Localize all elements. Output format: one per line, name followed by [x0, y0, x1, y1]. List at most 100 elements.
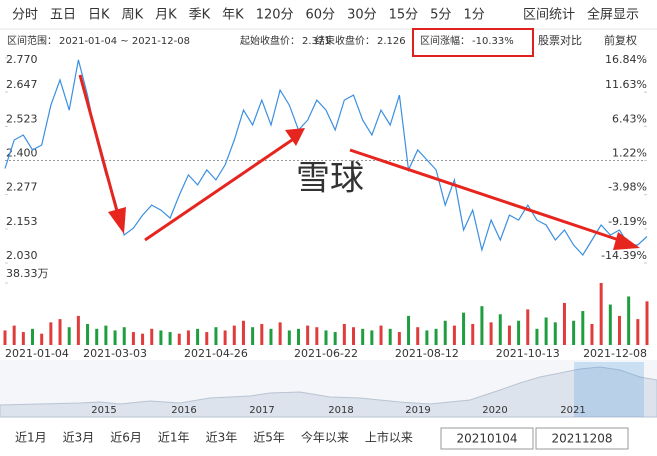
volume-bar: [361, 328, 365, 345]
x-tick-label: 2021-03-03: [83, 347, 147, 360]
volume-bar: [95, 328, 99, 345]
volume-bar: [627, 296, 631, 345]
volume-bar: [590, 323, 594, 345]
volume-bar: [370, 330, 374, 345]
navigator-window[interactable]: [574, 362, 644, 417]
y2-tick-label: 11.63%: [605, 78, 647, 91]
volume-bar: [12, 325, 16, 345]
volume-bar: [342, 323, 346, 345]
info-value: 2021-01-04 ~ 2021-12-08: [59, 36, 190, 47]
period-tab[interactable]: 日K: [88, 8, 110, 23]
volume-bar: [562, 302, 566, 345]
arrow-head: [613, 232, 640, 250]
range-button[interactable]: 今年以来: [301, 430, 349, 445]
volume-bar: [214, 327, 218, 345]
x-tick-label: 2021-06-22: [294, 347, 358, 360]
volume-bar: [278, 322, 282, 345]
info-value: 2.126: [377, 36, 406, 47]
year-label: 2018: [328, 405, 353, 416]
range-button[interactable]: 近1年: [158, 431, 190, 445]
period-tab[interactable]: 15分: [389, 8, 419, 23]
volume-bar: [150, 328, 154, 345]
volume-bar: [296, 328, 300, 345]
date-input[interactable]: [440, 427, 534, 450]
range-button[interactable]: 近1月: [15, 431, 47, 445]
info-action[interactable]: 前复权: [604, 33, 637, 47]
volume-bar: [287, 330, 291, 345]
volume-bar: [40, 333, 44, 345]
range-button[interactable]: 近3年: [206, 431, 238, 445]
period-tab[interactable]: 30分: [347, 8, 377, 23]
range-button[interactable]: 上市以来: [365, 430, 413, 445]
volume-bar: [3, 330, 7, 345]
year-label: 2017: [249, 405, 274, 416]
y-tick-label: 2.277: [6, 181, 38, 194]
year-label: 2021: [560, 405, 585, 416]
volume-bar: [324, 330, 328, 345]
volume-bar: [177, 333, 181, 345]
period-tab[interactable]: 年K: [222, 8, 244, 23]
volume-bar: [535, 328, 539, 345]
volume-bar: [572, 320, 576, 345]
info-value: -10.33%: [472, 36, 514, 47]
y-tick-label: 2.647: [6, 78, 38, 91]
period-tab[interactable]: 五日: [50, 8, 76, 23]
y2-tick-label: 1.22%: [612, 147, 647, 160]
range-button[interactable]: 近3月: [63, 431, 95, 445]
period-tab[interactable]: 1分: [463, 8, 484, 23]
arrow-head: [285, 128, 305, 146]
y2-tick-label: 16.84%: [605, 53, 647, 66]
volume-bar: [581, 311, 585, 345]
x-tick-label: 2021-12-08: [583, 347, 647, 360]
volume-bar: [379, 325, 383, 345]
watermark: 雪球: [296, 159, 364, 199]
volume-bar: [599, 283, 603, 345]
volume-bar: [196, 328, 200, 345]
period-tab[interactable]: 5分: [430, 8, 451, 23]
volume-bar: [49, 322, 53, 345]
range-button[interactable]: 近6月: [110, 431, 142, 445]
year-label: 2016: [171, 405, 196, 416]
info-value: 2.371: [302, 36, 331, 47]
volume-bar: [517, 320, 521, 345]
period-tab[interactable]: 120分: [256, 8, 294, 23]
arrow-line: [78, 74, 120, 216]
period-tab[interactable]: 60分: [306, 8, 336, 23]
volume-bar: [407, 315, 411, 345]
volume-bar: [232, 325, 236, 345]
annotation-arrows: [78, 74, 640, 250]
y2-tick-label: -3.98%: [608, 181, 647, 194]
volume-bar: [186, 330, 190, 345]
info-label: 区间范围：: [7, 34, 57, 47]
toolbar-action[interactable]: 全屏显示: [587, 7, 639, 23]
period-tab[interactable]: 周K: [122, 8, 144, 23]
period-tab[interactable]: 月K: [155, 8, 177, 23]
x-tick-label: 2021-10-13: [496, 347, 560, 360]
info-action[interactable]: 股票对比: [538, 33, 582, 47]
period-tab[interactable]: 季K: [189, 8, 211, 23]
y2-tick-label: 6.43%: [612, 112, 647, 125]
volume-bar: [205, 332, 209, 345]
volume-tick-label: 38.33万: [6, 267, 49, 280]
volume-bar: [636, 319, 640, 345]
date-input-text: 20211208: [551, 432, 612, 446]
volume-bar: [452, 325, 456, 345]
volume-bar: [645, 301, 649, 345]
y-tick-label: 2.523: [6, 112, 38, 125]
volume-bar: [306, 325, 310, 345]
info-label: 结束收盘价：: [315, 34, 375, 47]
volume-bar: [608, 304, 612, 345]
range-button[interactable]: 近5年: [253, 431, 285, 445]
volume-bar: [131, 332, 135, 345]
toolbar-action[interactable]: 区间统计: [523, 8, 575, 23]
volume-bar: [141, 333, 145, 345]
volume-bar: [223, 330, 227, 345]
date-input[interactable]: [535, 427, 629, 450]
volume-bar: [544, 317, 548, 345]
highlight-box: [412, 28, 534, 57]
volume-bar: [260, 323, 264, 345]
period-tab[interactable]: 分时: [12, 8, 38, 23]
y2-tick-label: -9.19%: [608, 215, 647, 228]
